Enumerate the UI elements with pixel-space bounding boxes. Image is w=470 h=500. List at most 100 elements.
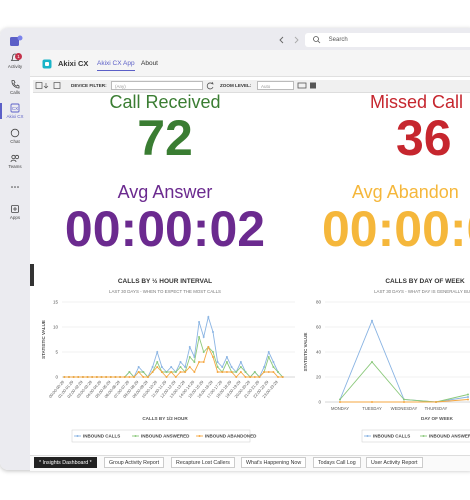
report-tab[interactable]: What's Happening Now	[241, 457, 307, 468]
teams-sidebar: Activity 1 Calls CX Akixi CX Chat Teams …	[0, 28, 30, 470]
data-point	[179, 366, 182, 368]
data-point	[267, 351, 270, 353]
zoom-label: ZOOM LEVEL:	[220, 83, 252, 88]
data-point	[216, 371, 219, 373]
data-point	[91, 376, 94, 378]
y-tick-label: 20	[316, 375, 322, 380]
data-point	[371, 361, 373, 363]
data-point	[267, 371, 270, 373]
series-line	[339, 361, 469, 403]
app-tab[interactable]: Akixi CX App	[97, 60, 135, 71]
data-point	[170, 366, 173, 368]
y-tick-label: 5	[55, 350, 58, 355]
legend-swatch	[134, 435, 137, 437]
data-point	[188, 356, 191, 358]
series-line	[64, 315, 284, 378]
search-box[interactable]: Search	[305, 33, 470, 47]
data-point	[179, 371, 182, 373]
data-point	[235, 376, 238, 378]
sidebar-teams[interactable]: Teams	[0, 153, 30, 169]
data-point	[193, 371, 196, 373]
data-point	[160, 371, 163, 373]
data-point	[137, 366, 140, 368]
kpi-label: Avg Answer	[118, 182, 213, 202]
data-point	[467, 396, 469, 398]
data-point	[211, 356, 214, 358]
x-tick-label: MONDAY	[331, 406, 349, 411]
report-tab[interactable]: Todays Call Log	[313, 457, 361, 468]
data-point	[202, 361, 205, 363]
report-tab[interactable]: User Activity Report	[366, 457, 423, 468]
data-point	[114, 376, 117, 378]
sidebar-apps[interactable]: Apps	[0, 204, 30, 220]
data-point	[403, 401, 405, 403]
nav-arrows[interactable]	[276, 34, 304, 46]
legend-box	[71, 429, 251, 443]
data-point	[244, 371, 247, 373]
chart-subtitle: LAST 30 DAYS - WHEN TO EXPECT THE MOST C…	[109, 289, 221, 294]
data-point	[258, 376, 261, 378]
data-point	[142, 376, 145, 378]
toolbar-icons-right[interactable]	[297, 81, 321, 91]
refresh-icon[interactable]	[205, 81, 215, 91]
data-point	[156, 361, 159, 363]
zoom-select[interactable]: Auto	[257, 81, 294, 90]
report-tab[interactable]: * Insights Dashboard *	[34, 457, 97, 468]
sidebar-akixi[interactable]: CX Akixi CX	[0, 103, 30, 119]
data-point	[239, 366, 242, 368]
data-point	[281, 376, 284, 378]
series-line	[64, 336, 284, 378]
data-point	[263, 371, 266, 373]
sidebar-chat[interactable]: Chat	[0, 128, 30, 144]
data-point	[435, 401, 437, 403]
sidebar-label: Akixi CX	[6, 114, 24, 119]
sidebar-label: Activity	[7, 64, 23, 69]
data-point	[179, 361, 182, 363]
app-window	[0, 28, 470, 470]
zoom-value: Auto	[261, 84, 271, 89]
y-tick-label: 80	[316, 300, 322, 305]
device-filter-value: (Any)	[115, 84, 126, 89]
y-tick-label: 40	[316, 350, 322, 355]
data-point	[188, 366, 191, 368]
panel-handle[interactable]	[30, 264, 34, 286]
data-point	[211, 331, 214, 333]
sidebar-more[interactable]	[0, 184, 30, 190]
data-point	[339, 401, 341, 403]
y-tick-label: 15	[53, 300, 59, 305]
data-point	[81, 376, 84, 378]
app-logo	[42, 59, 52, 69]
data-point	[184, 371, 187, 373]
data-point	[244, 376, 247, 378]
kpi-value: 72	[137, 110, 193, 166]
data-point	[151, 371, 154, 373]
data-point	[123, 376, 126, 378]
sidebar-label: Teams	[8, 164, 22, 169]
device-filter-select[interactable]: (Any)	[111, 81, 203, 90]
data-point	[174, 376, 177, 378]
data-point	[267, 356, 270, 358]
svg-text:CX: CX	[12, 106, 18, 111]
data-point	[100, 376, 103, 378]
data-point	[272, 371, 275, 373]
report-tab[interactable]: Group Activity Report	[104, 457, 165, 468]
legend-swatch	[366, 435, 369, 437]
data-point	[339, 398, 341, 401]
y-tick-label: 0	[55, 375, 58, 380]
data-point	[403, 398, 405, 401]
chart-title: CALLS BY DAY OF WEEK	[385, 278, 465, 285]
search-icon	[313, 36, 321, 44]
data-point	[119, 376, 122, 378]
kpi-value: 36	[396, 110, 452, 166]
data-point	[137, 371, 140, 373]
data-point	[67, 376, 70, 378]
y-tick-label: 10	[53, 325, 59, 330]
data-point	[272, 361, 275, 363]
toolbar-icons[interactable]	[35, 81, 67, 91]
data-point	[193, 361, 196, 363]
app-tab[interactable]: About	[141, 60, 158, 67]
activity-badge: 1	[15, 53, 22, 60]
sidebar-calls[interactable]: Calls	[0, 79, 30, 95]
legend-box	[361, 429, 470, 443]
report-tab[interactable]: Recapture Lost Callers	[171, 457, 235, 468]
